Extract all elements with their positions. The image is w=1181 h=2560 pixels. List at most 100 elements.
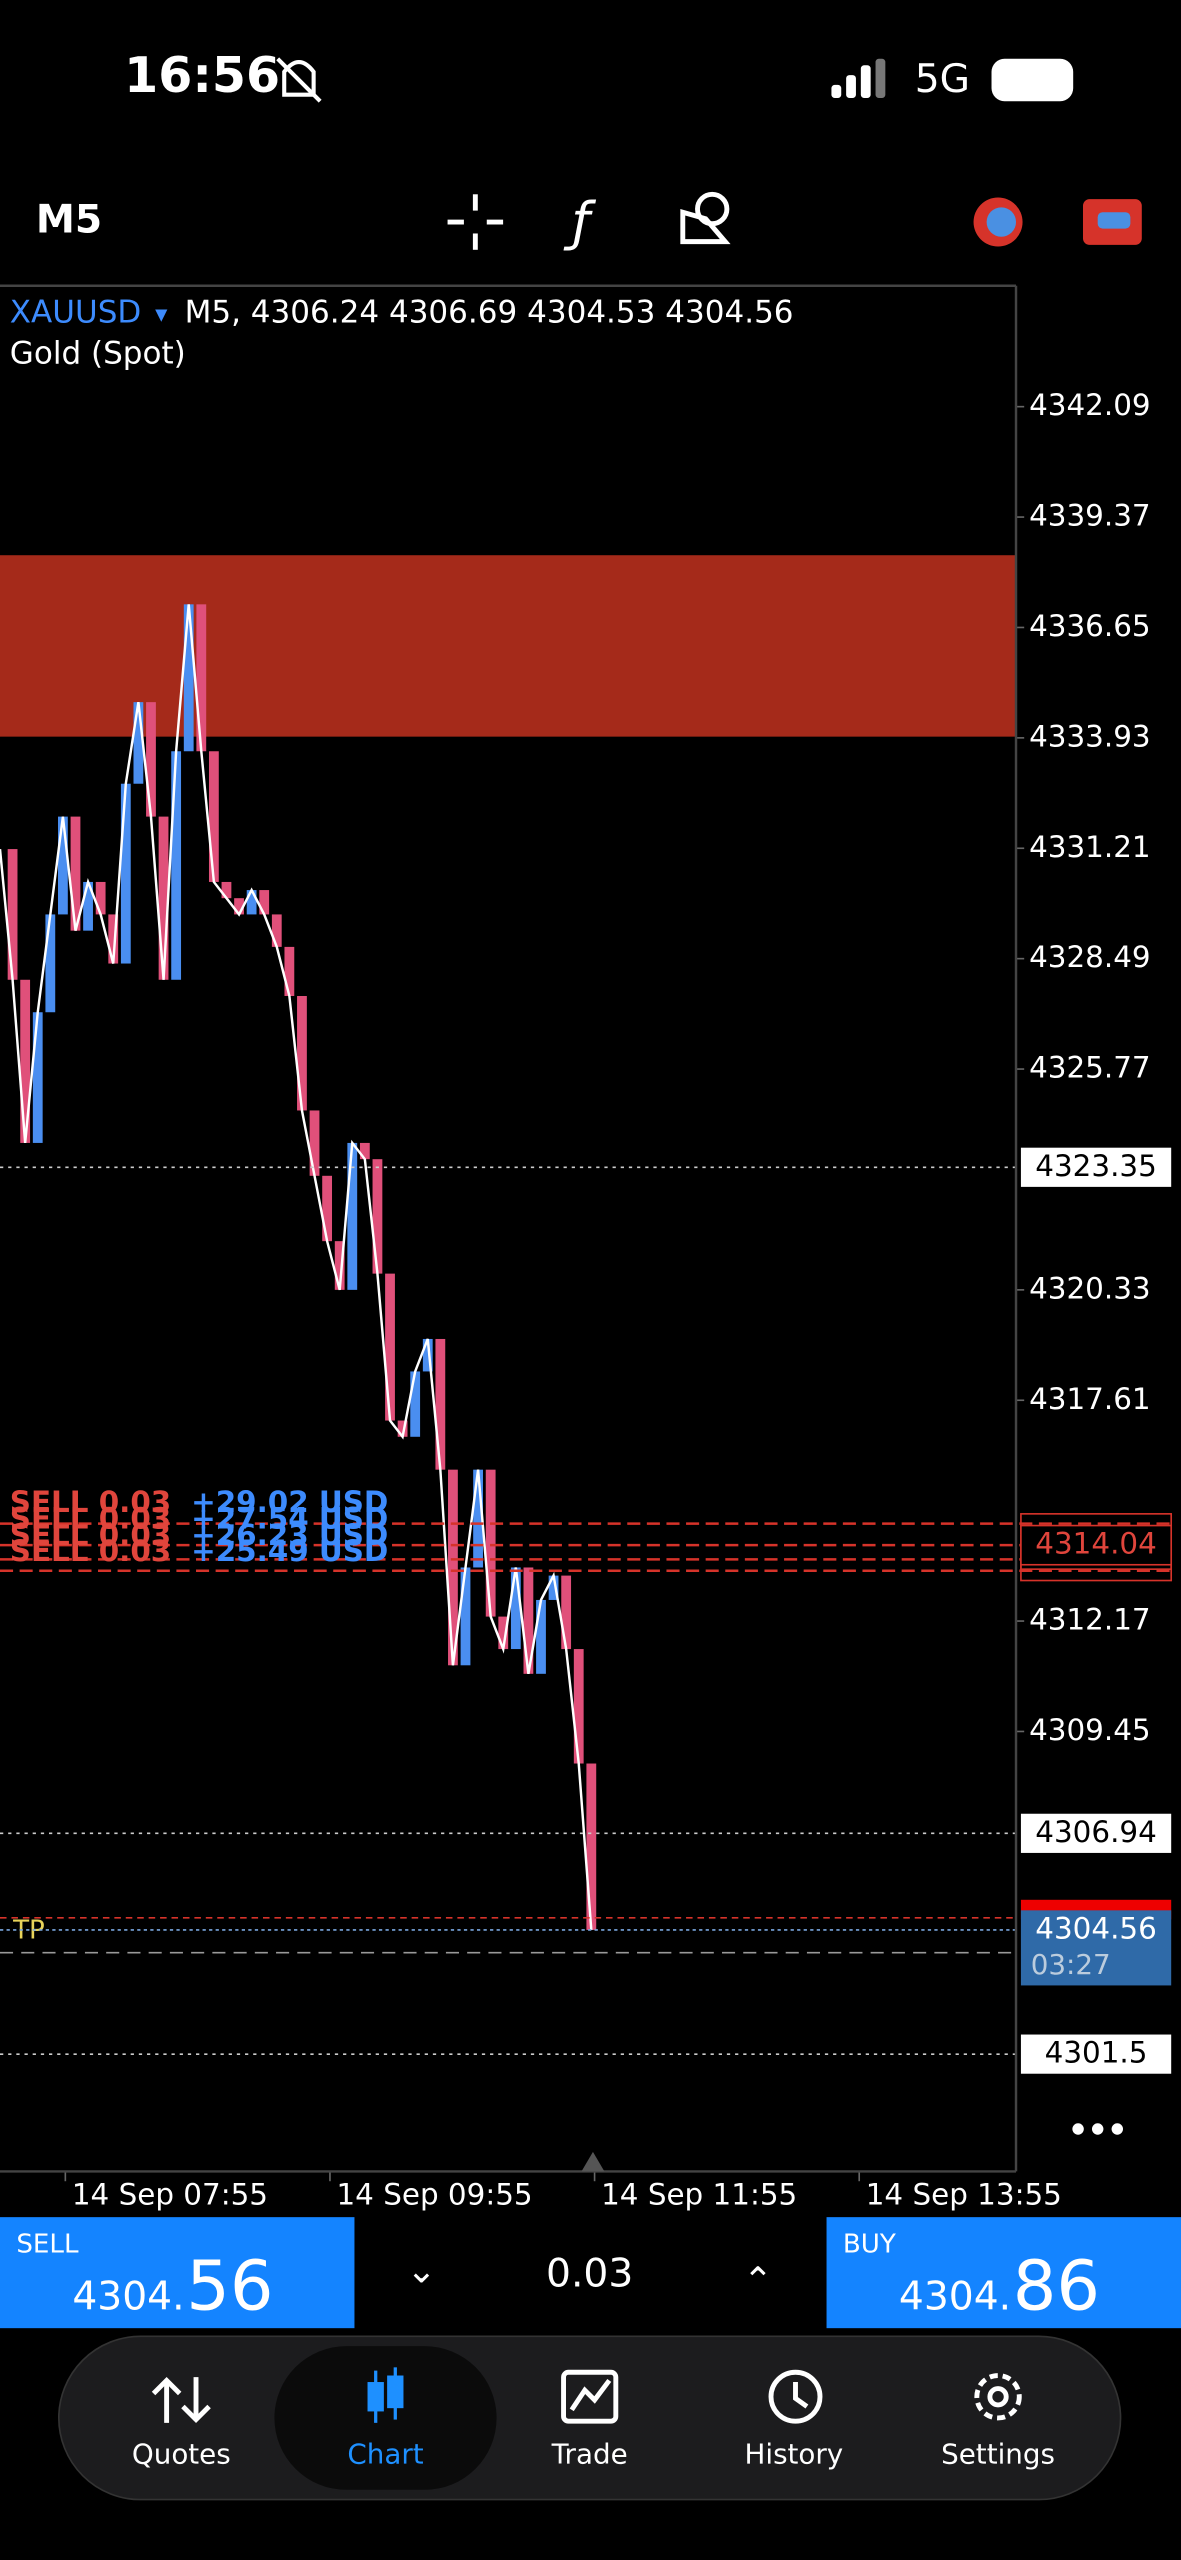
bid-label: 4304.56 <box>1035 1911 1157 1945</box>
volume-down[interactable]: ⌄ <box>406 2251 436 2292</box>
candle-body <box>347 1142 358 1290</box>
position-label: SELL 0.03 <box>10 1485 171 1519</box>
network: 5G <box>915 57 970 102</box>
y-tick-label: 4336.65 <box>1029 609 1151 643</box>
candle-body <box>246 890 257 915</box>
candle-body <box>221 881 232 899</box>
timeframe[interactable]: M5 <box>36 198 102 243</box>
bid-box <box>1020 1910 1172 1986</box>
y-tick-label: 4328.49 <box>1029 940 1151 974</box>
settings-icon <box>974 2373 1022 2421</box>
position-price-label: 4314.04 <box>1035 1527 1157 1561</box>
price-box <box>1020 2034 1172 2074</box>
candle-body <box>58 816 68 915</box>
candle-body <box>158 816 169 980</box>
tab-label[interactable]: Settings <box>941 2438 1055 2471</box>
y-tick-label: 4342.09 <box>1029 388 1151 422</box>
candle-body <box>45 914 56 1013</box>
position-label: SELL 0.03 <box>10 1502 171 1536</box>
candle-body <box>271 914 282 947</box>
candle-body <box>523 1567 534 1674</box>
position-profit: +27.54 USD <box>191 1502 388 1536</box>
candle-body <box>536 1599 546 1674</box>
y-tick-label: 4317.61 <box>1029 1382 1151 1416</box>
position-price-box <box>1020 1524 1173 1566</box>
candle-body <box>171 751 182 980</box>
candle-body <box>208 751 219 882</box>
candle-body <box>473 1469 483 1568</box>
objects-icon[interactable] <box>680 191 731 245</box>
candle-body <box>133 702 144 784</box>
candle-body <box>410 1371 421 1437</box>
tab-label[interactable]: Chart <box>347 2438 423 2471</box>
trade-icon <box>561 2369 619 2424</box>
price-box-label: 4306.94 <box>1035 1815 1157 1849</box>
tab-label[interactable]: Quotes <box>132 2438 231 2471</box>
y-tick-label: 4339.37 <box>1029 499 1151 533</box>
crosshair-icon[interactable] <box>447 194 504 250</box>
position-profit: +29.02 USD <box>191 1485 388 1519</box>
symbol-dropdown[interactable]: ▾ <box>155 299 168 328</box>
x-tick-label: 14 Sep 09:55 <box>336 2177 532 2211</box>
candle-body <box>397 1420 408 1437</box>
buy-price-main: 4304. <box>899 2274 1011 2319</box>
symbol[interactable]: XAUUSD <box>10 294 141 330</box>
candle-body <box>548 1575 559 1600</box>
sell-price-main: 4304. <box>72 2274 184 2319</box>
candle-body <box>284 946 295 997</box>
tab-bar <box>57 2335 1122 2501</box>
candle-body <box>20 979 31 1143</box>
buy-button[interactable] <box>826 2217 1181 2329</box>
candle-body <box>234 898 244 915</box>
candle-body <box>7 849 18 980</box>
countdown: 03:27 <box>1031 1948 1111 1981</box>
candle-body <box>385 1273 395 1421</box>
candle-body <box>498 1616 509 1650</box>
candle-body <box>108 914 119 964</box>
sell-price-big: 56 <box>186 2247 273 2327</box>
candle-body <box>95 881 106 915</box>
candle-body <box>573 1649 584 1764</box>
oneclick-icon[interactable] <box>973 197 1023 247</box>
volume-up[interactable]: ⌃ <box>743 2260 773 2301</box>
candle-body <box>146 702 156 817</box>
quotes-icon <box>151 2376 211 2424</box>
history-icon <box>768 2369 823 2424</box>
candle-body <box>359 1142 370 1160</box>
signal <box>831 58 886 98</box>
more-button[interactable] <box>1072 2123 1124 2135</box>
buy-label: BUY <box>843 2229 896 2259</box>
sell-button[interactable] <box>0 2217 355 2329</box>
bell-off <box>276 57 322 103</box>
battery <box>991 58 1074 102</box>
x-tick-label: 14 Sep 13:55 <box>866 2177 1062 2211</box>
position-profit: +26.23 USD <box>191 1518 388 1552</box>
candle-body <box>259 890 270 915</box>
chart: 4342.09 4339.37 4336.65 4333.93 4331.21 4328.… <box>0 388 1173 2211</box>
candle-body <box>70 816 81 931</box>
close-line <box>0 604 593 1931</box>
scroll-marker <box>581 2151 605 2172</box>
x-tick-label: 14 Sep 07:55 <box>72 2177 268 2211</box>
clock: 16:56 <box>124 47 280 104</box>
y-tick-label: 4331.21 <box>1029 830 1151 864</box>
candle-body <box>435 1338 446 1470</box>
tab-label[interactable]: History <box>744 2438 843 2471</box>
candle-body <box>183 604 194 752</box>
tab-label[interactable]: Trade <box>551 2438 628 2471</box>
candle-body <box>422 1338 433 1372</box>
volume[interactable]: 0.03 <box>546 2251 633 2296</box>
tab-labels: Quotes Chart Trade History Settings <box>132 2438 1055 2471</box>
candle-body <box>309 1110 320 1176</box>
candle-body <box>120 783 131 964</box>
y-tick-label: 4312.17 <box>1029 1603 1151 1637</box>
position-label: SELL 0.03 <box>10 1534 171 1568</box>
candle-body <box>196 604 207 752</box>
active-tab <box>274 2346 497 2490</box>
account-icon[interactable] <box>1082 199 1142 245</box>
price-box <box>1020 1147 1172 1187</box>
candle-body <box>32 1012 43 1143</box>
